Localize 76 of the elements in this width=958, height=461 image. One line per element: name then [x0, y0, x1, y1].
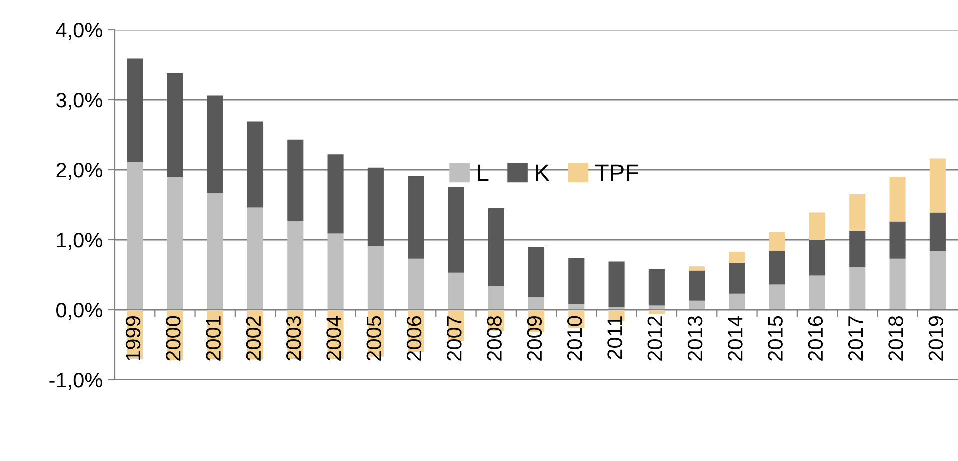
bar	[408, 258, 424, 310]
bar	[729, 294, 746, 310]
bar	[809, 240, 826, 276]
x-tick-label: 2012	[648, 316, 663, 361]
bar	[689, 266, 706, 271]
bar	[328, 234, 344, 310]
bar	[207, 96, 224, 194]
bar	[328, 154, 344, 234]
bar	[729, 252, 746, 264]
bar	[568, 258, 585, 304]
x-tick-label: 2011	[608, 316, 622, 360]
bar	[608, 262, 625, 308]
bar	[890, 258, 906, 310]
x-tick-label: 2006	[406, 316, 422, 361]
legend-label: K	[536, 164, 550, 182]
bar	[930, 158, 946, 213]
x-tick-label: 2004	[326, 316, 342, 361]
x-tick-label: 2000	[166, 316, 181, 361]
bar	[769, 284, 786, 310]
bar	[167, 73, 184, 177]
bar	[288, 140, 304, 222]
bar	[850, 267, 866, 310]
bar	[488, 208, 504, 286]
bar	[648, 269, 665, 306]
y-tick-label: 2,0%	[56, 163, 102, 180]
x-tick-label: 2013	[688, 316, 703, 361]
y-tick-label: 4,0%	[56, 23, 102, 40]
bar	[247, 208, 264, 310]
bar	[769, 251, 786, 285]
bar	[689, 300, 706, 310]
bar	[368, 246, 384, 310]
bar	[890, 177, 906, 222]
x-tick-label: 2007	[447, 316, 462, 361]
bar	[729, 263, 746, 294]
x-tick-label: 2010	[567, 316, 582, 361]
x-tick-label: 2019	[928, 316, 944, 361]
bar	[528, 247, 545, 298]
x-tick-label: 2008	[487, 316, 502, 361]
bar	[930, 251, 946, 310]
x-tick-label: 2009	[527, 316, 542, 361]
x-tick-label: 2002	[246, 316, 262, 361]
y-tick-label: 1,0%	[57, 233, 102, 250]
bar	[528, 297, 545, 310]
bar	[127, 162, 144, 310]
bar	[689, 270, 706, 301]
x-tick-label: 2016	[808, 316, 824, 361]
bar	[127, 58, 144, 162]
bar	[368, 168, 384, 246]
x-tick-label: 2005	[366, 316, 382, 361]
bar	[809, 276, 826, 310]
bar	[247, 122, 264, 208]
bar	[930, 212, 946, 252]
bar	[809, 212, 826, 240]
bar	[890, 222, 906, 259]
bar	[448, 188, 464, 273]
bar	[408, 176, 424, 259]
y-tick-label: 3,0%	[56, 93, 102, 110]
bar	[167, 177, 184, 310]
x-tick-label: 2001	[206, 316, 221, 361]
bar	[448, 272, 464, 310]
legend-label: TPF	[595, 164, 639, 182]
bar	[850, 194, 866, 231]
x-tick-label: 2018	[888, 316, 904, 361]
x-tick-label: 1999	[126, 316, 141, 360]
x-tick-label: 2017	[848, 316, 864, 361]
bar	[488, 286, 504, 310]
y-tick-label: -1,0%	[50, 373, 102, 390]
y-tick-label: 0,0%	[56, 303, 102, 320]
x-tick-label: 2003	[286, 316, 302, 361]
x-tick-label: 2014	[728, 316, 743, 361]
bar	[769, 232, 786, 252]
bar	[850, 230, 866, 268]
legend-label: L	[478, 164, 489, 182]
x-tick-label: 2015	[768, 316, 783, 361]
bar	[207, 193, 224, 310]
bar	[288, 221, 304, 310]
